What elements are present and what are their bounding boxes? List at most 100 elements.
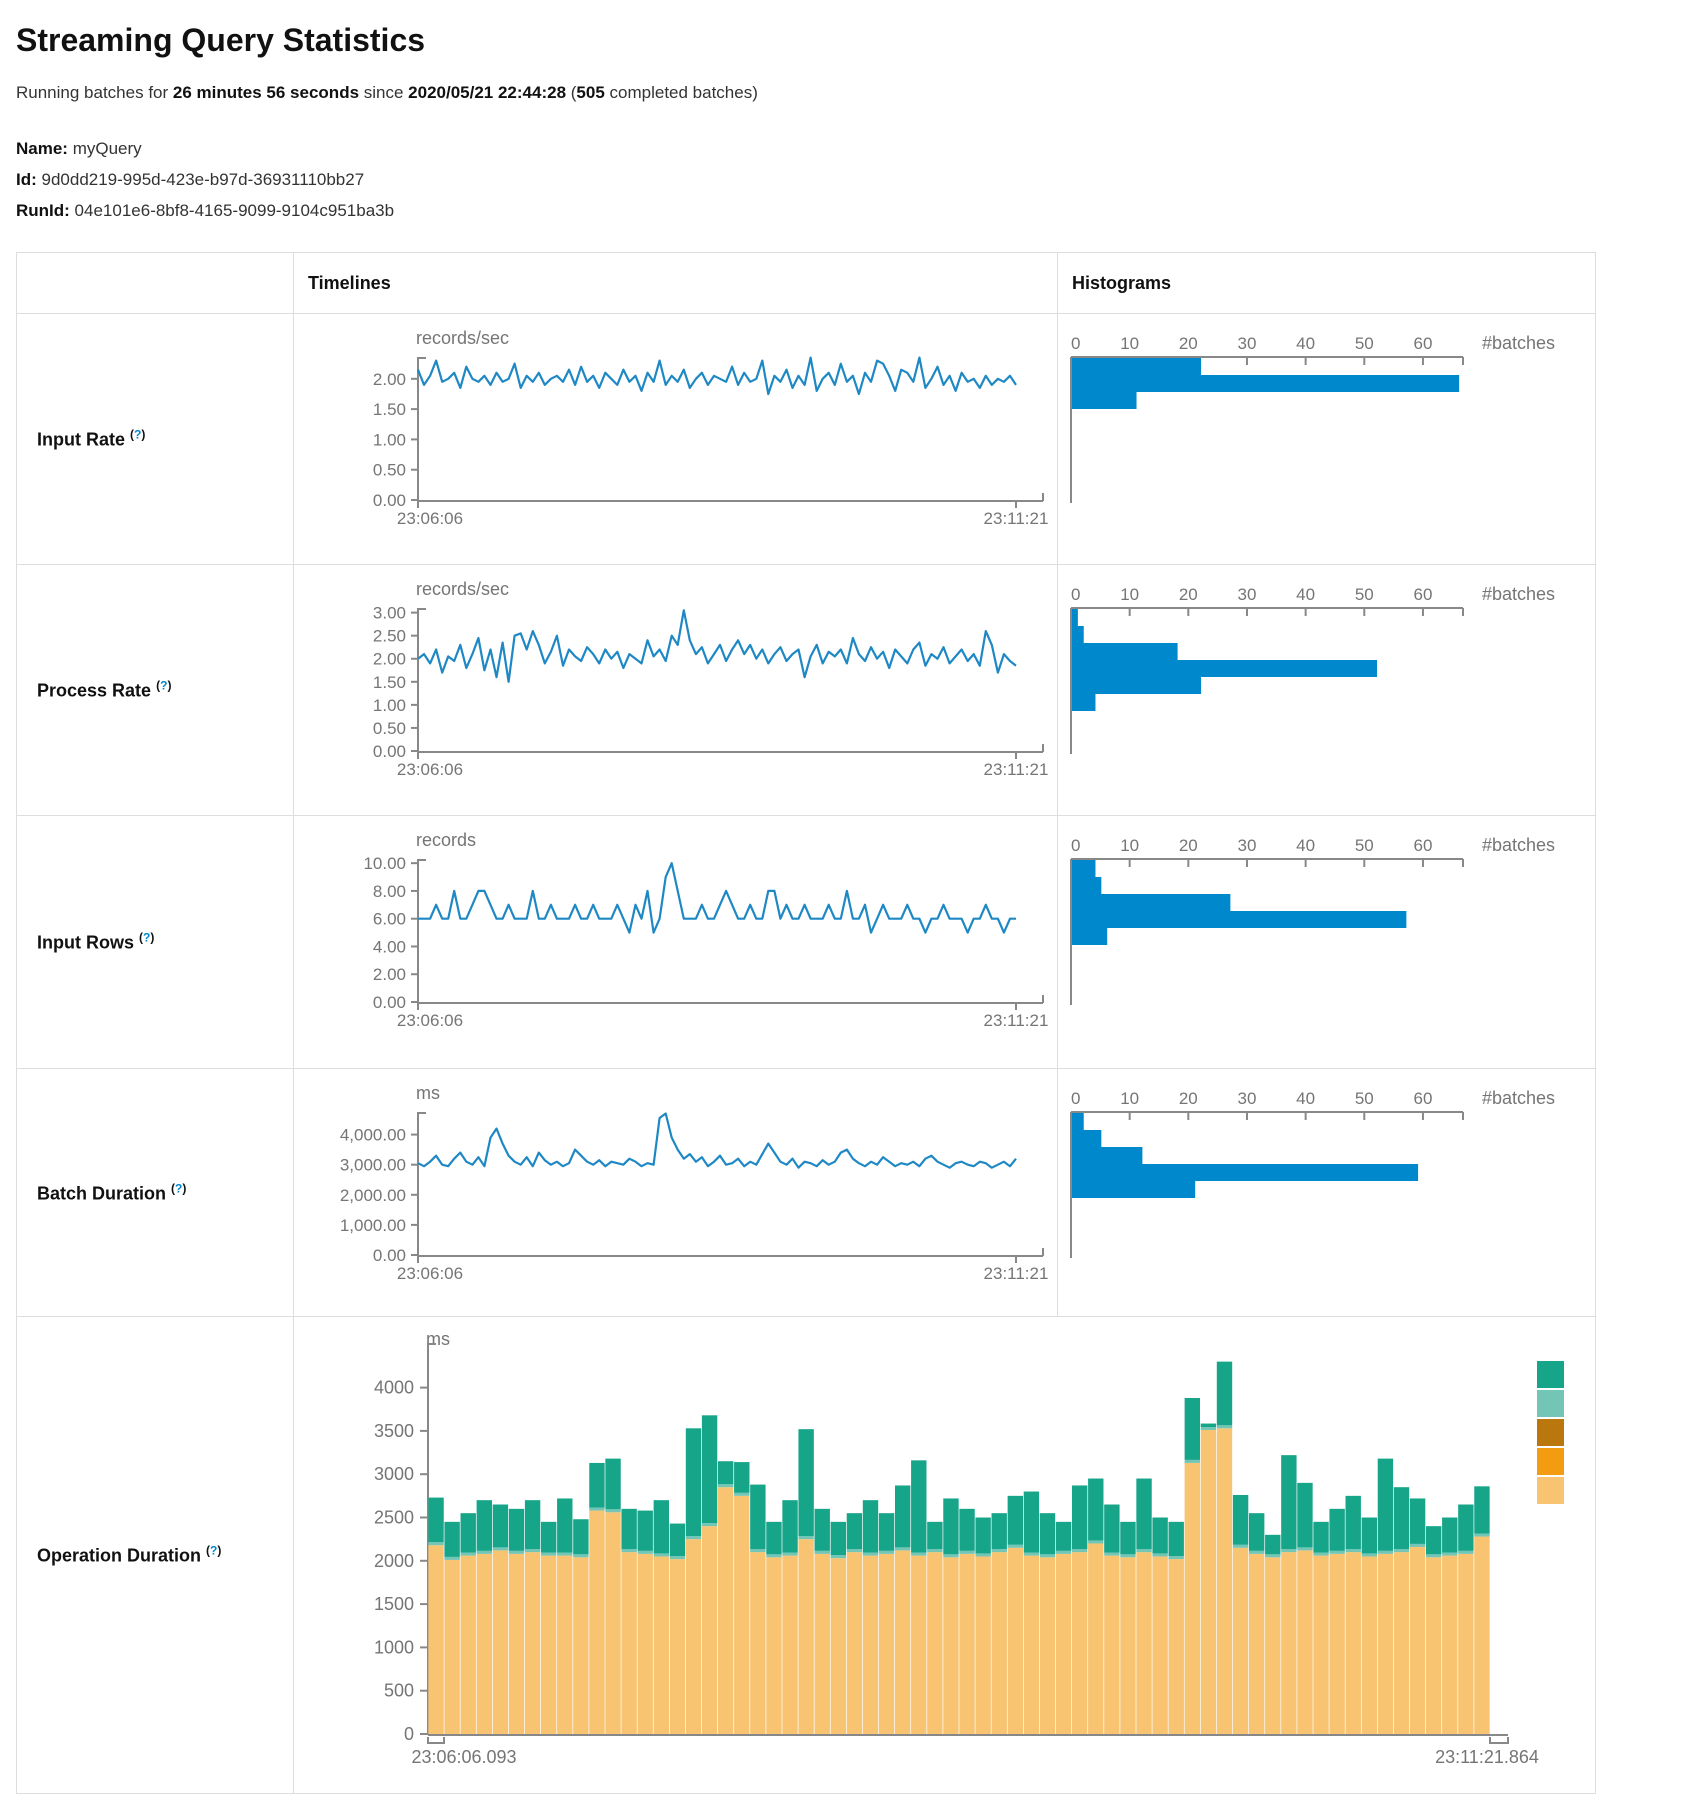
svg-text:23:06:06.093: 23:06:06.093 (411, 1747, 516, 1767)
svg-text:2.00: 2.00 (373, 370, 406, 389)
svg-text:60: 60 (1413, 585, 1432, 604)
header-timelines: Timelines (294, 253, 1058, 313)
svg-text:30: 30 (1238, 334, 1257, 353)
svg-text:2.00: 2.00 (373, 650, 406, 669)
svg-text:10: 10 (1120, 1089, 1139, 1108)
svg-text:50: 50 (1355, 334, 1374, 353)
svg-text:2,000.00: 2,000.00 (340, 1186, 406, 1205)
input-rows-label: Input Rows (?) (37, 930, 155, 953)
svg-text:30: 30 (1238, 836, 1257, 855)
batch-duration-row: Batch Duration (?) ms 4,000.00 3,000.00 2,0… (17, 1069, 1595, 1317)
svg-text:20: 20 (1179, 585, 1198, 604)
svg-text:60: 60 (1413, 1089, 1432, 1108)
batch-duration-timeline-chart: ms 4,000.00 3,000.00 2,000.00 1,000.00 0.00 23… (294, 1069, 1057, 1316)
svg-text:1.50: 1.50 (373, 673, 406, 692)
help-icon[interactable]: (?) (130, 427, 146, 442)
svg-text:500: 500 (384, 1681, 414, 1701)
batch-duration-histogram-chart: 0 10 20 30 40 50 60 #batches (1058, 1069, 1594, 1316)
svg-text:23:11:21: 23:11:21 (984, 509, 1049, 528)
svg-text:2.00: 2.00 (373, 965, 406, 984)
statistics-table: Timelines Histograms Input Rate (?) reco… (16, 252, 1596, 1794)
input-rate-row: Input Rate (?) records/sec 2.00 1.50 1.00 0.… (17, 314, 1595, 565)
process-rate-histogram-chart: 0 10 20 30 40 50 60 #batches (1058, 565, 1594, 815)
input-rows-timeline-chart: records 10.00 8.00 6.00 4.00 2.00 0.00 23:06:06… (294, 816, 1057, 1068)
svg-text:40: 40 (1296, 334, 1315, 353)
svg-text:23:11:21: 23:11:21 (984, 760, 1049, 779)
svg-text:50: 50 (1355, 1089, 1374, 1108)
svg-text:10.00: 10.00 (363, 854, 406, 873)
svg-text:0: 0 (1071, 334, 1080, 353)
svg-text:#batches: #batches (1482, 333, 1555, 353)
svg-text:50: 50 (1355, 585, 1374, 604)
query-id-line: Id: 9d0dd219-995d-423e-b97d-36931110bb27 (16, 170, 365, 189)
svg-text:50: 50 (1355, 836, 1374, 855)
legend-swatch-duration-dark-orange (1537, 1419, 1564, 1446)
svg-text:60: 60 (1413, 836, 1432, 855)
svg-text:records: records (416, 830, 476, 850)
svg-text:23:06:06: 23:06:06 (397, 1011, 463, 1030)
svg-text:4000: 4000 (374, 1378, 414, 1398)
legend-swatch-duration-light-orange (1537, 1477, 1564, 1504)
help-icon[interactable]: (?) (171, 1181, 187, 1195)
svg-text:10: 10 (1120, 836, 1139, 855)
svg-text:3500: 3500 (374, 1421, 414, 1441)
svg-text:records/sec: records/sec (416, 328, 509, 348)
running-batches-summary: Running batches for 26 minutes 56 second… (16, 83, 758, 102)
help-icon[interactable]: (?) (156, 678, 172, 693)
process-rate-timeline-chart: records/sec 3.00 2.50 2.00 1.50 1.00 0.50 0.00 2… (294, 565, 1057, 815)
svg-text:#batches: #batches (1482, 1088, 1555, 1108)
query-runid-line: RunId: 04e101e6-8bf8-4165-9099-9104c951b… (16, 201, 395, 220)
svg-text:30: 30 (1238, 585, 1257, 604)
svg-text:6.00: 6.00 (373, 910, 406, 929)
svg-text:23:06:06: 23:06:06 (397, 760, 463, 779)
svg-text:20: 20 (1179, 334, 1198, 353)
svg-text:0: 0 (1071, 836, 1080, 855)
start-timestamp: 2020/05/21 22:44:28 (408, 83, 567, 102)
svg-text:60: 60 (1413, 334, 1432, 353)
help-icon[interactable]: (?) (206, 1543, 222, 1558)
svg-text:1000: 1000 (374, 1637, 414, 1657)
svg-text:1.00: 1.00 (373, 430, 406, 449)
svg-text:23:06:06: 23:06:06 (397, 509, 463, 528)
svg-text:0: 0 (1071, 585, 1080, 604)
svg-text:1500: 1500 (374, 1594, 414, 1614)
svg-text:#batches: #batches (1482, 835, 1555, 855)
legend-swatch-duration-light-teal (1537, 1390, 1564, 1417)
svg-text:3.00: 3.00 (373, 604, 406, 623)
svg-text:records/sec: records/sec (416, 579, 509, 599)
svg-text:0.00: 0.00 (373, 1246, 406, 1265)
svg-text:40: 40 (1296, 1089, 1315, 1108)
svg-text:40: 40 (1296, 585, 1315, 604)
query-metadata: Name: myQuery Id: 9d0dd219-995d-423e-b97… (16, 133, 1693, 226)
completed-batches-count: 505 (576, 83, 605, 102)
batch-duration-label: Batch Duration (?) (37, 1181, 187, 1203)
help-icon[interactable]: (?) (139, 930, 155, 945)
query-name-line: Name: myQuery (16, 139, 142, 158)
operation-duration-row: Operation Duration (?) ms 4000 3500 3000 250… (17, 1317, 1595, 1793)
svg-text:3000: 3000 (374, 1464, 414, 1484)
svg-text:23:11:21: 23:11:21 (984, 1011, 1049, 1030)
svg-text:8.00: 8.00 (373, 882, 406, 901)
svg-text:0.00: 0.00 (373, 742, 406, 761)
legend-swatch-duration-orange (1537, 1448, 1564, 1475)
operation-duration-chart: ms 4000 3500 3000 2500 2000 1500 1000 500 0 23:06:… (294, 1317, 1595, 1793)
svg-text:#batches: #batches (1482, 584, 1555, 604)
svg-text:ms: ms (416, 1083, 440, 1103)
process-rate-label: Process Rate (?) (37, 678, 172, 701)
svg-text:0.50: 0.50 (373, 461, 406, 480)
operation-duration-label: Operation Duration (?) (37, 1543, 222, 1566)
input-rate-label: Input Rate (?) (37, 427, 146, 450)
svg-text:23:11:21.864: 23:11:21.864 (1435, 1747, 1539, 1767)
svg-text:4.00: 4.00 (373, 937, 406, 956)
running-duration: 26 minutes 56 seconds (172, 83, 360, 102)
input-rate-timeline-chart: records/sec 2.00 1.50 1.00 0.50 0.00 23:06:06 2… (294, 314, 1057, 564)
svg-text:4,000.00: 4,000.00 (340, 1126, 406, 1145)
input-rows-histogram-chart: 0 10 20 30 40 50 60 #batches (1058, 816, 1594, 1068)
svg-text:1,000.00: 1,000.00 (340, 1216, 406, 1235)
header-histograms: Histograms (1072, 272, 1172, 293)
svg-text:20: 20 (1179, 1089, 1198, 1108)
svg-text:40: 40 (1296, 836, 1315, 855)
svg-text:0.00: 0.00 (373, 993, 406, 1012)
svg-text:0: 0 (404, 1724, 414, 1744)
